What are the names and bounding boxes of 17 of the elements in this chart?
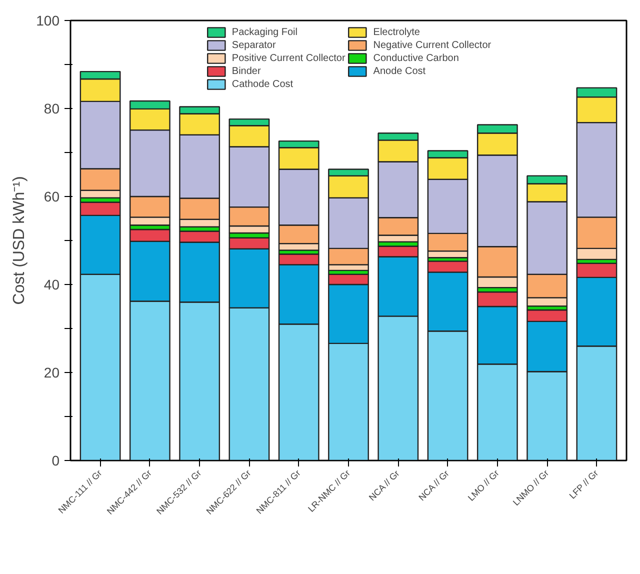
legend-label: Cathode Cost (232, 78, 294, 90)
legend-label: Electrolyte (373, 26, 420, 38)
legend-label: Conductive Carbon (373, 52, 459, 64)
legend-label: Anode Cost (373, 65, 426, 77)
legend-label: Positive Current Collector (232, 52, 346, 64)
legend-label: Negative Current Collector (373, 39, 492, 51)
y-tick-label: 100 (36, 12, 60, 28)
y-tick-label: 0 (52, 452, 60, 468)
y-tick-label: 80 (44, 100, 60, 116)
y-tick-label: 20 (44, 364, 60, 380)
legend-label: Separator (232, 39, 276, 51)
legend-label: Binder (232, 65, 261, 77)
y-tick-label: 60 (44, 188, 60, 204)
legend-label: Packaging Foil (232, 26, 298, 38)
y-tick-label: 40 (44, 276, 60, 292)
x-tick-label: LFP // Gr (567, 468, 600, 501)
y-axis-title: Cost (USD kWh⁻¹) (11, 176, 28, 305)
